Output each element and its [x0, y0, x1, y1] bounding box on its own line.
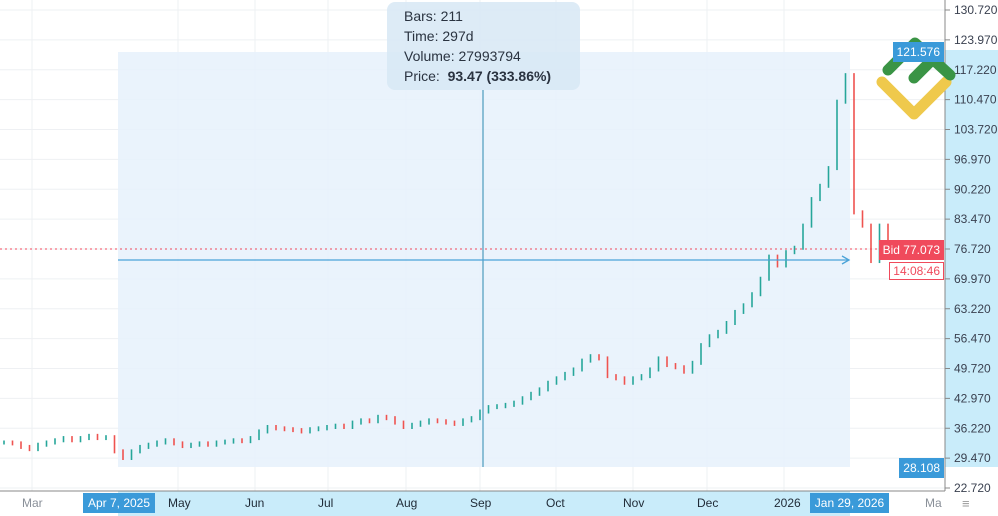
x-tick-label: Nov	[623, 496, 645, 510]
settings-sliders-icon[interactable]: ≡	[962, 496, 970, 511]
measure-time: Time: 297d	[404, 28, 474, 44]
y-tick-label: 130.720	[954, 3, 998, 17]
y-tick-label: 69.970	[954, 272, 991, 286]
y-tick-label: 76.720	[954, 242, 991, 256]
measure-high-price: 121.576	[892, 42, 944, 62]
measure-low-price: 28.108	[899, 458, 944, 478]
x-tick-label: Oct	[546, 496, 565, 510]
arrow-head-icon	[841, 255, 851, 265]
measure-end-date: Jan 29, 2026	[810, 493, 889, 513]
y-tick-label: 22.720	[954, 481, 991, 495]
y-tick-label: 103.720	[954, 123, 998, 137]
y-ticks: 130.720 123.970 117.220 110.470 103.720 96.97…	[945, 3, 998, 495]
y-tick-label: 96.970	[954, 152, 991, 166]
x-tick-label: Ma	[925, 496, 942, 510]
x-tick-label: Aug	[396, 496, 418, 510]
price-axis-highlight	[945, 50, 998, 467]
x-tick-label: 2026	[774, 496, 801, 510]
x-tick-label: Jun	[245, 496, 265, 510]
y-tick-label: 49.720	[954, 362, 991, 376]
x-tick-label: Jul	[318, 496, 334, 510]
measure-price: Price: 93.47 (333.86%)	[404, 68, 552, 84]
y-tick-label: 123.970	[954, 33, 998, 47]
time-axis-highlight	[118, 491, 850, 516]
x-tick-label: May	[168, 496, 191, 510]
y-tick-label: 56.470	[954, 332, 991, 346]
y-tick-label: 90.220	[954, 182, 991, 196]
y-tick-label: 29.470	[954, 451, 991, 465]
bar-countdown: 14:08:46	[889, 262, 944, 280]
measure-tooltip: Bars: 211 Time: 297d Volume: 27993794 Pr…	[387, 2, 580, 90]
y-tick-label: 117.220	[954, 63, 997, 77]
y-tick-label: 63.220	[954, 302, 991, 316]
measure-bars: Bars: 211	[404, 8, 463, 24]
y-tick-label: 110.470	[954, 93, 997, 107]
measure-start-date: Apr 7, 2025	[83, 493, 155, 513]
y-tick-label: 36.220	[954, 421, 991, 435]
x-tick-label: Mar	[22, 496, 43, 510]
x-tick-label: Sep	[470, 496, 492, 510]
measure-volume: Volume: 27993794	[404, 48, 521, 64]
y-tick-label: 83.470	[954, 212, 991, 226]
y-tick-label: 42.970	[954, 391, 991, 405]
x-tick-label: Dec	[697, 496, 719, 510]
bid-price-label: Bid 77.073	[878, 240, 944, 260]
